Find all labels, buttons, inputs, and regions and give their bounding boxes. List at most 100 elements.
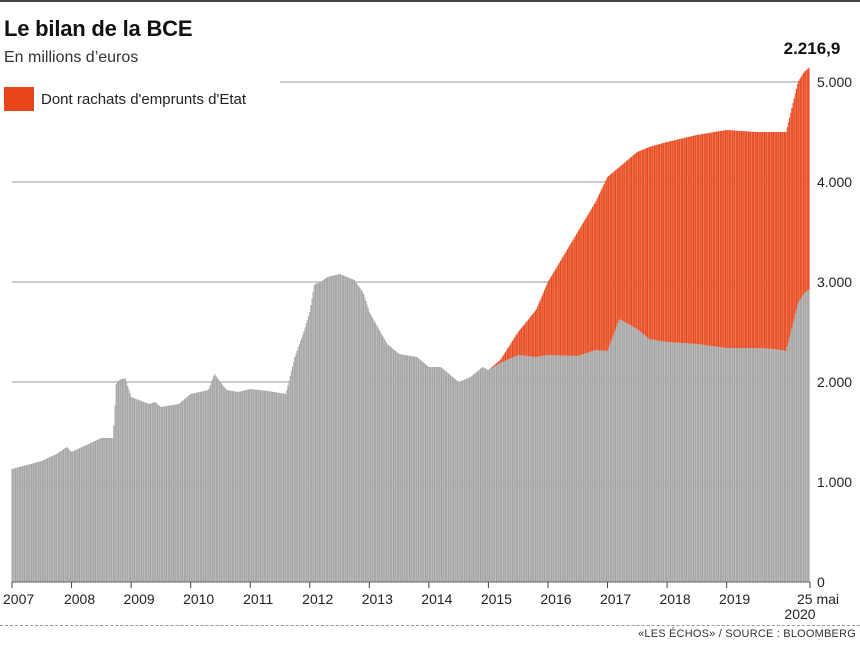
legend: Dont rachats d'emprunts d'Etat (4, 87, 246, 111)
bar-total (287, 385, 289, 582)
x-tick-label: 2019 (719, 591, 750, 607)
bar-government-bonds (759, 132, 761, 349)
bar-total (482, 367, 484, 582)
bar-total (734, 348, 736, 582)
bar-total (367, 308, 369, 582)
bar-government-bonds (685, 137, 688, 344)
bar-total (619, 319, 621, 582)
bar-total (271, 391, 273, 582)
bar-total (562, 355, 564, 582)
bar-total (152, 402, 154, 582)
bar-government-bonds (541, 295, 543, 356)
bar-total (527, 356, 530, 582)
bar-total (750, 348, 752, 582)
bar-government-bonds (585, 218, 587, 354)
bar-government-bonds (729, 130, 731, 348)
bar-total (553, 355, 555, 582)
bar-government-bonds (738, 130, 740, 348)
bar-government-bonds (640, 150, 642, 332)
bar-total (509, 358, 511, 582)
bar-government-bonds (807, 68, 809, 291)
bar-total (715, 346, 717, 582)
bar-total (188, 394, 191, 582)
bar-total (65, 447, 67, 582)
bar-total (72, 451, 74, 582)
x-tick-label: 2008 (64, 591, 95, 607)
bar-total (786, 346, 788, 582)
bar-government-bonds (706, 133, 708, 346)
bar-total (601, 350, 603, 582)
bar-government-bonds (718, 131, 720, 347)
bar-total (227, 390, 230, 582)
bar-total (83, 446, 85, 582)
bar-total (807, 290, 809, 582)
bar-government-bonds (681, 138, 683, 343)
bar-total (186, 396, 188, 582)
bar-total (35, 462, 37, 582)
bar-total (633, 327, 635, 582)
bar-total (630, 325, 633, 582)
bar-government-bonds (658, 144, 660, 341)
bar-total (161, 406, 163, 582)
bar-total (454, 379, 456, 582)
bar-total (184, 398, 186, 582)
bar-total (617, 323, 619, 582)
bar-total (653, 339, 656, 582)
bar-total (672, 342, 674, 582)
bar-government-bonds (594, 203, 596, 351)
bar-government-bonds (543, 290, 546, 356)
bar-total (395, 351, 397, 582)
bar-total (166, 406, 168, 582)
bar-total (193, 393, 195, 582)
bar-total (729, 348, 731, 582)
bar-total (26, 465, 28, 582)
bar-government-bonds (766, 132, 768, 349)
bar-total (101, 438, 104, 582)
bar-government-bonds (786, 127, 788, 347)
bar-government-bonds (669, 141, 672, 343)
bar-total (699, 344, 701, 582)
bar-total (548, 355, 550, 582)
bar-total (17, 467, 19, 582)
bar-total (248, 389, 250, 582)
bar-total (324, 279, 326, 582)
bar-total (660, 341, 662, 582)
bar-total (697, 344, 699, 582)
bar-total (182, 400, 184, 582)
bar-total (679, 342, 681, 582)
bar-government-bonds (534, 310, 536, 357)
bar-total (463, 379, 465, 582)
bar-total (88, 443, 90, 582)
bar-government-bonds (521, 327, 523, 356)
bar-total (598, 350, 601, 582)
bar-total (592, 351, 594, 582)
bar-total (344, 276, 346, 582)
bar-total (736, 348, 738, 582)
bar-total (580, 354, 582, 582)
bar-total (516, 355, 518, 582)
bar-total (420, 360, 422, 582)
bar-government-bonds (711, 132, 713, 346)
bar-total (582, 354, 585, 582)
bar-total (67, 448, 69, 582)
bar-government-bonds (791, 107, 793, 328)
bar-total (237, 391, 239, 582)
bar-government-bonds (688, 136, 690, 344)
bar-total (397, 353, 399, 582)
bar-total (450, 375, 452, 582)
bar-total (44, 459, 46, 582)
bar-total (113, 425, 115, 582)
bar-government-bonds (612, 172, 614, 336)
bar-total (605, 350, 607, 582)
bar-total (172, 404, 175, 582)
bar-total (388, 345, 390, 582)
bar-government-bonds (532, 313, 534, 357)
bar-government-bonds (695, 135, 697, 344)
bar-total (56, 454, 58, 582)
bar-government-bonds (800, 77, 802, 299)
bar-total (328, 276, 330, 582)
bar-total (124, 378, 126, 582)
bar-total (335, 274, 337, 582)
bar-government-bonds (793, 98, 795, 319)
bar-total (507, 359, 509, 582)
